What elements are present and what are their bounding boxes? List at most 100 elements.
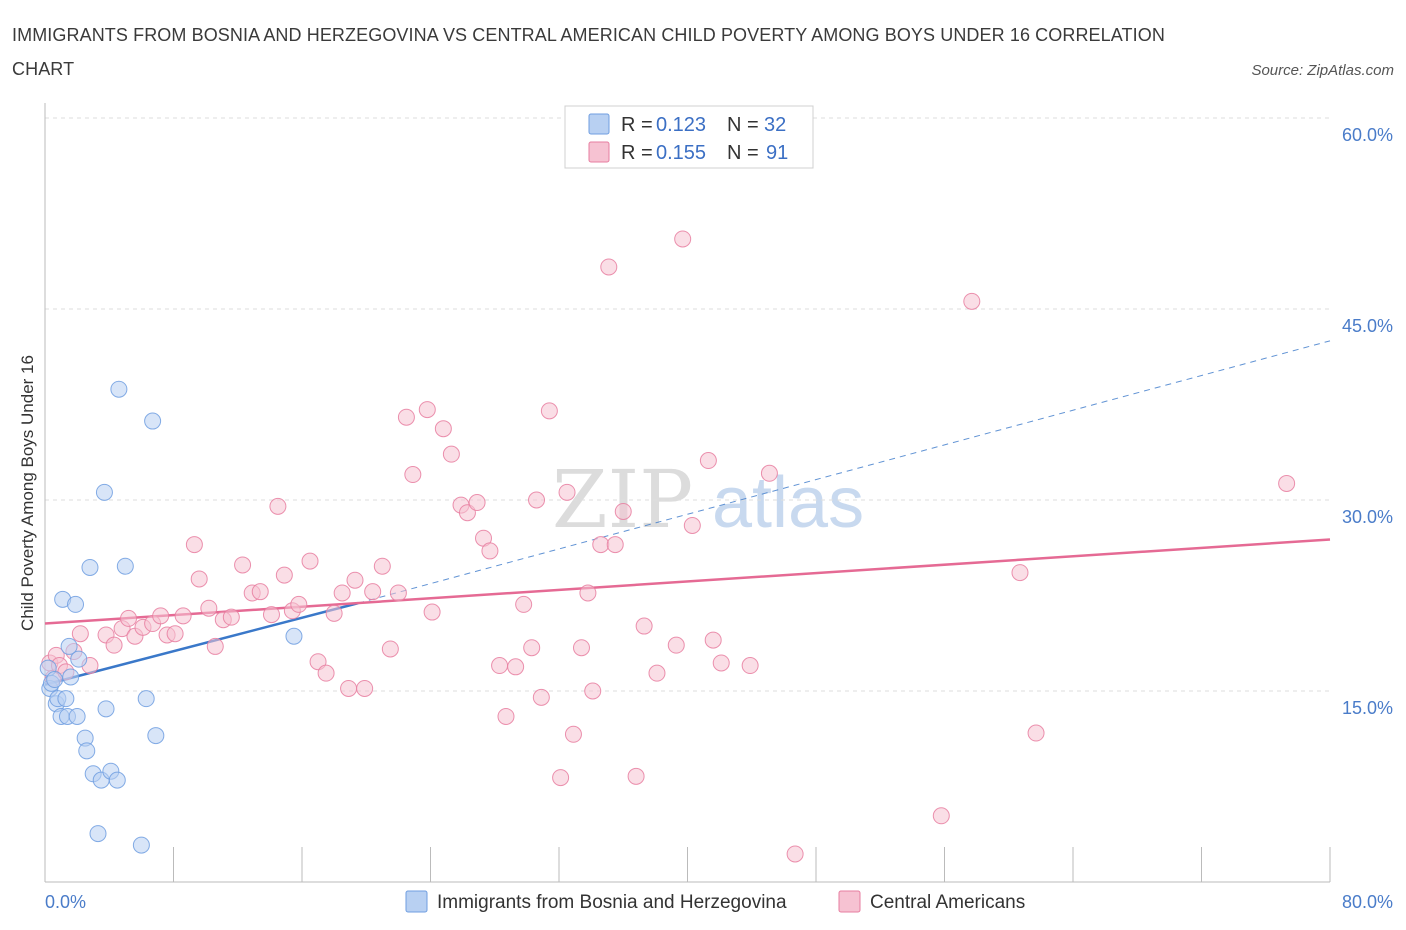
axes xyxy=(44,103,1331,883)
point-central-american xyxy=(381,640,399,658)
point-central-american xyxy=(648,664,666,682)
point-central-american xyxy=(404,466,422,484)
point-central-american xyxy=(166,625,184,643)
point-bosnia xyxy=(132,836,150,854)
point-central-american xyxy=(704,631,722,649)
point-central-american xyxy=(712,654,730,672)
legend-swatch-blue xyxy=(588,113,610,135)
point-central-american xyxy=(932,807,950,825)
point-central-american xyxy=(174,607,192,625)
point-central-american xyxy=(190,570,208,588)
point-central-american xyxy=(667,636,685,654)
point-central-american xyxy=(1027,724,1045,742)
point-central-american xyxy=(564,725,582,743)
point-central-american xyxy=(234,556,252,574)
point-central-american xyxy=(120,609,138,627)
point-central-american xyxy=(317,664,335,682)
point-bosnia xyxy=(57,690,75,708)
x-tick-label: 0.0% xyxy=(45,892,86,912)
trendline-bosnia-extension xyxy=(358,340,1331,604)
series-legend: Immigrants from Bosnia and Herzegovina C… xyxy=(405,890,1025,913)
y-tick-label: 60.0% xyxy=(1342,125,1393,145)
point-central-american xyxy=(963,292,981,310)
trendline-bosnia xyxy=(44,601,359,686)
point-central-american xyxy=(606,536,624,554)
point-central-american xyxy=(389,584,407,602)
point-central-american xyxy=(528,491,546,509)
point-central-american xyxy=(468,494,486,512)
bottom-legend-swatch-pink xyxy=(838,890,861,913)
legend-n-label-blue: N = xyxy=(727,114,759,136)
bottom-legend-label-blue: Immigrants from Bosnia and Herzegovina xyxy=(437,892,787,913)
point-central-american xyxy=(200,599,218,617)
point-bosnia xyxy=(62,668,80,686)
point-bosnia xyxy=(46,671,64,689)
point-central-american xyxy=(699,452,717,470)
legend-r-value-pink: 0.155 xyxy=(656,142,706,164)
point-central-american xyxy=(540,402,558,420)
point-central-american xyxy=(333,584,351,602)
point-bosnia xyxy=(89,825,107,843)
point-central-american xyxy=(674,230,692,248)
point-bosnia xyxy=(60,637,78,655)
point-central-american xyxy=(251,583,269,601)
point-central-american xyxy=(497,707,515,725)
bottom-legend-swatch-blue xyxy=(405,890,428,913)
point-central-american xyxy=(152,607,170,625)
point-central-american xyxy=(105,636,123,654)
legend-n-value-blue: 32 xyxy=(764,114,786,136)
point-bosnia xyxy=(67,595,85,613)
point-central-american xyxy=(397,408,415,426)
point-central-american xyxy=(301,552,319,570)
point-central-american xyxy=(275,566,293,584)
y-tick-label: 30.0% xyxy=(1342,507,1393,527)
point-central-american xyxy=(786,845,804,863)
point-central-american xyxy=(1011,564,1029,582)
point-central-american xyxy=(325,604,343,622)
point-central-american xyxy=(185,536,203,554)
point-bosnia xyxy=(97,700,115,718)
legend-r-label-pink: R = xyxy=(621,142,653,164)
point-bosnia xyxy=(70,650,88,668)
point-bosnia xyxy=(285,627,303,645)
point-bosnia xyxy=(108,771,126,789)
legend-r-label-blue: R = xyxy=(621,114,653,136)
point-bosnia xyxy=(68,707,86,725)
point-central-american xyxy=(71,625,89,643)
point-bosnia xyxy=(110,380,128,398)
point-central-american xyxy=(614,502,632,520)
chart-title: IMMIGRANTS FROM BOSNIA AND HERZEGOVINA V… xyxy=(12,25,1165,79)
point-central-american xyxy=(683,516,701,534)
data-points xyxy=(39,230,1296,863)
point-central-american xyxy=(373,557,391,575)
point-bosnia xyxy=(147,727,165,745)
y-tick-label: 15.0% xyxy=(1342,698,1393,718)
point-central-american xyxy=(558,483,576,501)
point-central-american xyxy=(206,637,224,655)
point-central-american xyxy=(579,584,597,602)
x-tick-label: 80.0% xyxy=(1342,892,1393,912)
legend-n-label-pink: N = xyxy=(727,142,759,164)
point-central-american xyxy=(572,639,590,657)
point-bosnia xyxy=(81,558,99,576)
point-central-american xyxy=(491,657,509,675)
point-bosnia xyxy=(95,483,113,501)
legend-swatch-pink xyxy=(588,141,610,163)
point-central-american xyxy=(290,595,308,613)
point-central-american xyxy=(741,657,759,675)
point-central-american xyxy=(507,658,525,676)
point-central-american xyxy=(434,420,452,438)
point-central-american xyxy=(635,617,653,635)
point-bosnia xyxy=(144,412,162,430)
point-central-american xyxy=(418,401,436,419)
watermark-atlas: atlas xyxy=(712,463,864,543)
legend-n-value-pink: 91 xyxy=(766,142,788,164)
stats-legend: R = 0.123 N = 32 R = 0.155 N = 91 xyxy=(564,105,814,169)
point-central-american xyxy=(760,464,778,482)
point-central-american xyxy=(1278,474,1296,492)
point-central-american xyxy=(442,445,460,463)
point-central-american xyxy=(592,536,610,554)
point-central-american xyxy=(340,679,358,697)
point-central-american xyxy=(262,606,280,624)
